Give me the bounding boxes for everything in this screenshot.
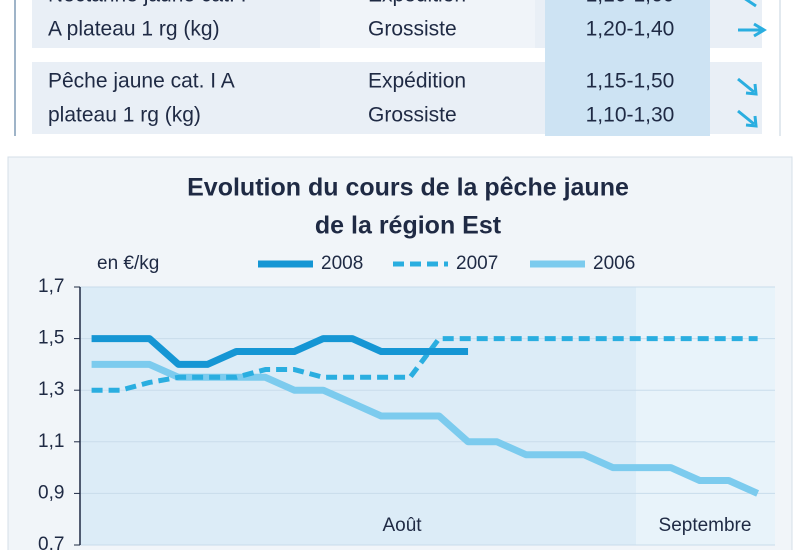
- price-column: [545, 0, 710, 136]
- chart: Evolution du cours de la pêche jaune de …: [38, 174, 775, 550]
- product-name: Pêche jaune cat. I A: [48, 70, 235, 93]
- y-tick-label: 1,5: [38, 328, 64, 349]
- price: 1,10-1,60: [586, 0, 675, 7]
- product-name: A plateau 1 rg (kg): [48, 18, 220, 41]
- legend-label: 2006: [593, 253, 635, 274]
- price: 1,20-1,40: [586, 18, 675, 41]
- month-label: Septembre: [659, 515, 752, 536]
- product-name: Nectarine jaune cat. I: [48, 0, 246, 7]
- channel: Grossiste: [368, 18, 457, 41]
- plot-area-september: [636, 287, 775, 545]
- price: 1,10-1,30: [586, 104, 675, 127]
- y-tick-label: 0,7: [38, 534, 64, 550]
- arrow-down: [737, 77, 758, 96]
- chart-title: de la région Est: [315, 212, 502, 240]
- y-tick-label: 1,7: [38, 276, 64, 297]
- price: 1,15-1,50: [586, 70, 675, 93]
- arrow-down: [744, 0, 757, 8]
- legend-label: 2007: [456, 253, 498, 274]
- channel-cell: [320, 0, 535, 48]
- arrow-flat: [738, 22, 767, 38]
- series-line: [91, 335, 469, 368]
- arrow-down: [737, 109, 758, 128]
- series-line: [91, 336, 758, 393]
- channel: Expédition: [368, 70, 466, 93]
- product-name: plateau 1 rg (kg): [48, 104, 201, 127]
- y-axis-label: en €/kg: [97, 253, 159, 274]
- trend-arrows: [737, 0, 767, 128]
- y-tick-label: 0,9: [38, 482, 64, 503]
- legend-label: 2008: [321, 253, 363, 274]
- table: Nectarine jaune cat. I A plateau 1 rg (kg…: [48, 0, 674, 127]
- y-tick-label: 1,1: [38, 431, 64, 452]
- y-tick-label: 1,3: [38, 379, 64, 400]
- channel: Grossiste: [368, 104, 457, 127]
- month-label: Août: [382, 515, 422, 536]
- channel: Expédition: [368, 0, 466, 7]
- chart-title: Evolution du cours de la pêche jaune: [187, 174, 629, 202]
